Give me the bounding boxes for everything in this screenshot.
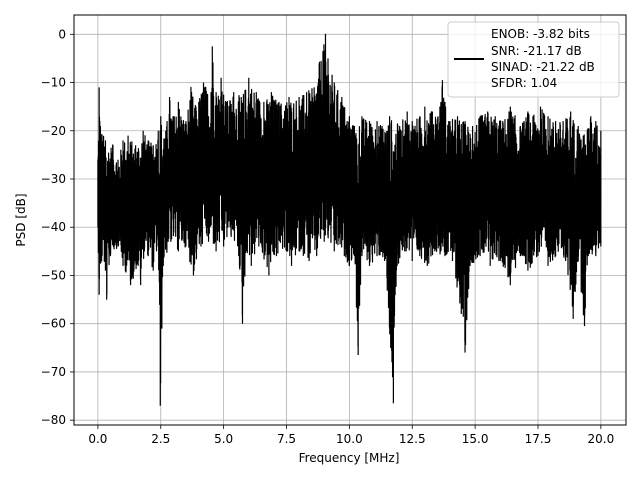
x-tick-label: 10.0 bbox=[336, 432, 363, 446]
y-tick-label: −20 bbox=[41, 124, 66, 138]
y-tick-label: −50 bbox=[41, 268, 66, 282]
y-tick-label: −10 bbox=[41, 76, 66, 90]
x-tick-label: 12.5 bbox=[399, 432, 426, 446]
legend: ENOB: -3.82 bits SNR: -21.17 dB SINAD: -… bbox=[447, 21, 620, 98]
axis-ticks: 0.0 2.5 5.0 7.5 10.0 12.5 15.0 17.5 20.0 0 −10 −20 −… bbox=[41, 27, 615, 446]
x-tick-label: 17.5 bbox=[525, 432, 552, 446]
y-tick-label: −30 bbox=[41, 172, 66, 186]
legend-snr: SNR: -21.17 dB bbox=[491, 44, 582, 58]
plot-data-area bbox=[97, 33, 602, 406]
x-tick-label: 2.5 bbox=[151, 432, 170, 446]
x-tick-label: 15.0 bbox=[462, 432, 489, 446]
x-tick-label: 20.0 bbox=[587, 432, 614, 446]
legend-box bbox=[447, 21, 620, 98]
x-tick-label: 5.0 bbox=[214, 432, 233, 446]
psd-series-line-0 bbox=[97, 33, 602, 406]
legend-enob: ENOB: -3.82 bits bbox=[491, 27, 590, 41]
x-tick-label: 7.5 bbox=[277, 432, 296, 446]
y-tick-label: −80 bbox=[41, 413, 66, 427]
x-axis-label: Frequency [MHz] bbox=[299, 451, 400, 465]
x-tick-label: 0.0 bbox=[88, 432, 107, 446]
axes-frame bbox=[73, 14, 627, 426]
y-tick-label: −40 bbox=[41, 220, 66, 234]
legend-sinad: SINAD: -21.22 dB bbox=[491, 60, 595, 74]
y-tick-label: 0 bbox=[58, 27, 66, 41]
y-tick-label: −70 bbox=[41, 365, 66, 379]
y-tick-label: −60 bbox=[41, 317, 66, 331]
legend-sfdr: SFDR: 1.04 bbox=[491, 76, 557, 90]
y-axis-label: PSD [dB] bbox=[14, 193, 28, 246]
